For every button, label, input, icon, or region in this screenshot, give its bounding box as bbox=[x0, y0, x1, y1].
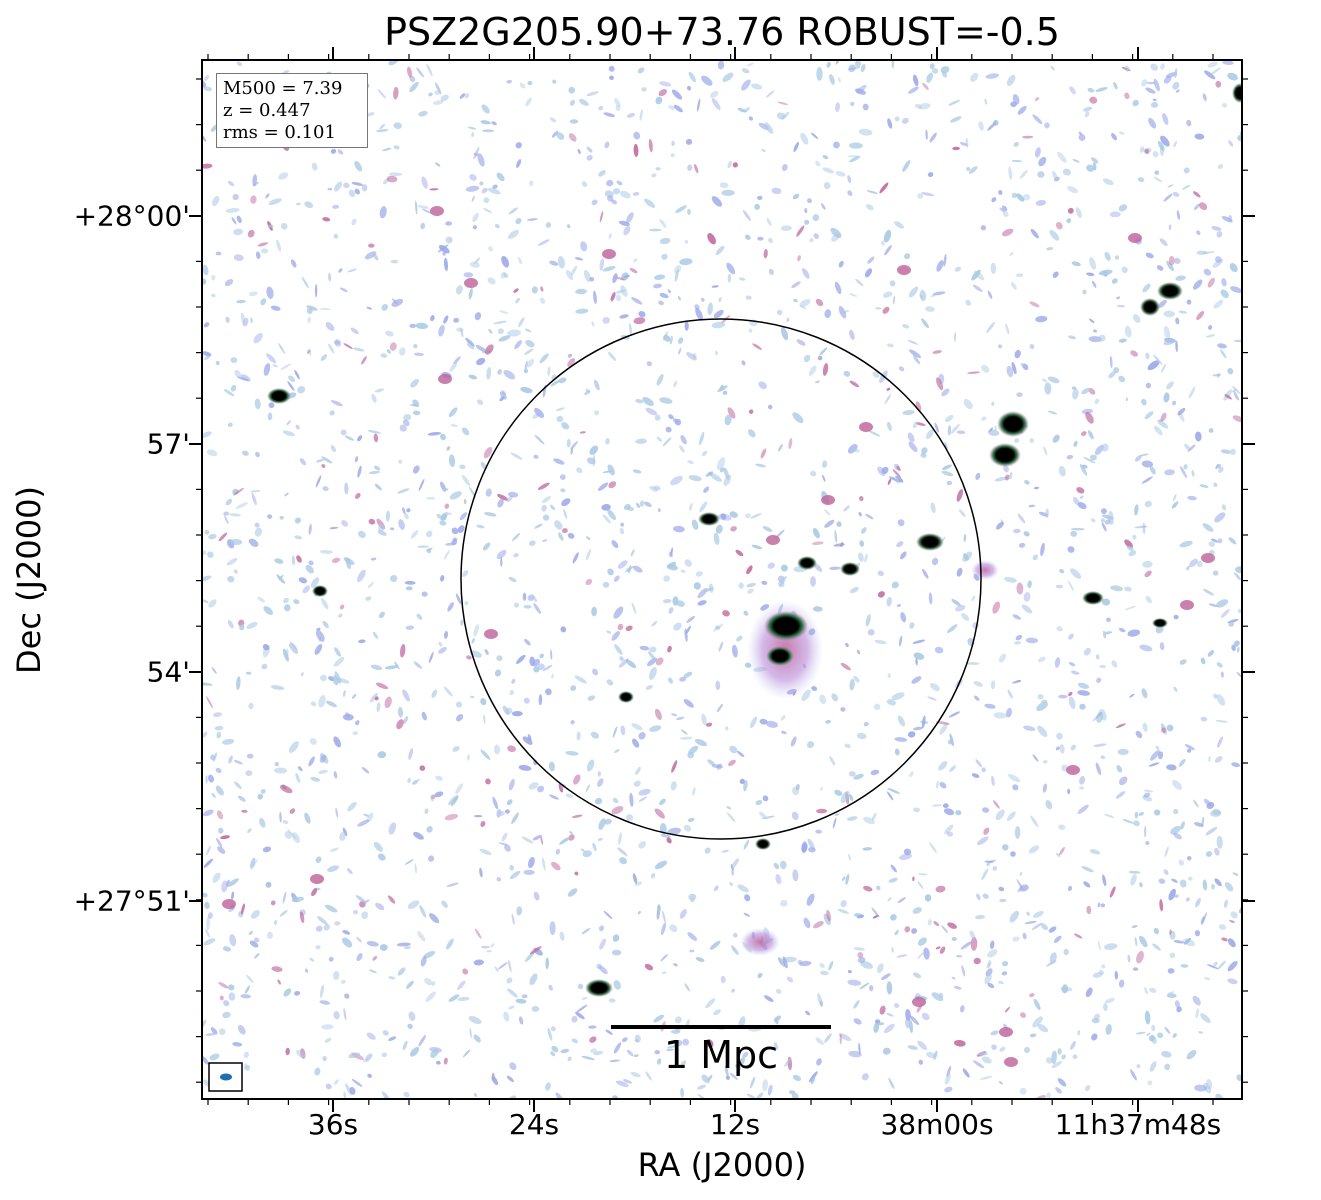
mass-label: M500 = 7.39 bbox=[223, 78, 343, 99]
r500-circle bbox=[460, 318, 982, 840]
x-tick-label: 24s bbox=[508, 1108, 560, 1141]
x-tick-label: 11h37m48s bbox=[1054, 1108, 1222, 1141]
x-axis-label: RA (J2000) bbox=[637, 1146, 807, 1184]
noise-field bbox=[202, 60, 1242, 1099]
redshift-label: z = 0.447 bbox=[223, 100, 311, 121]
plot-frame bbox=[201, 59, 1243, 1100]
y-tick-label: +28°00' bbox=[73, 199, 190, 233]
y-tick-label: 54' bbox=[146, 655, 190, 689]
radio-sources bbox=[222, 83, 1242, 1067]
beam-ellipse-icon bbox=[220, 1073, 232, 1081]
x-tick-label: 12s bbox=[709, 1108, 761, 1141]
scale-bar-label: 1 Mpc bbox=[663, 1033, 779, 1077]
figure-title: PSZ2G205.90+73.76 ROBUST=-0.5 bbox=[384, 10, 1060, 54]
cluster-info-box: M500 = 7.39 z = 0.447 rms = 0.101 bbox=[216, 73, 368, 148]
x-tick-label: 36s bbox=[307, 1108, 359, 1141]
y-axis-label: Dec (J2000) bbox=[10, 486, 48, 674]
x-tick-label: 38m00s bbox=[880, 1108, 994, 1141]
y-tick-label: +27°51' bbox=[73, 884, 190, 918]
axis-ticks bbox=[189, 47, 1255, 1112]
rms-label: rms = 0.101 bbox=[223, 122, 336, 143]
y-tick-label: 57' bbox=[146, 427, 190, 461]
